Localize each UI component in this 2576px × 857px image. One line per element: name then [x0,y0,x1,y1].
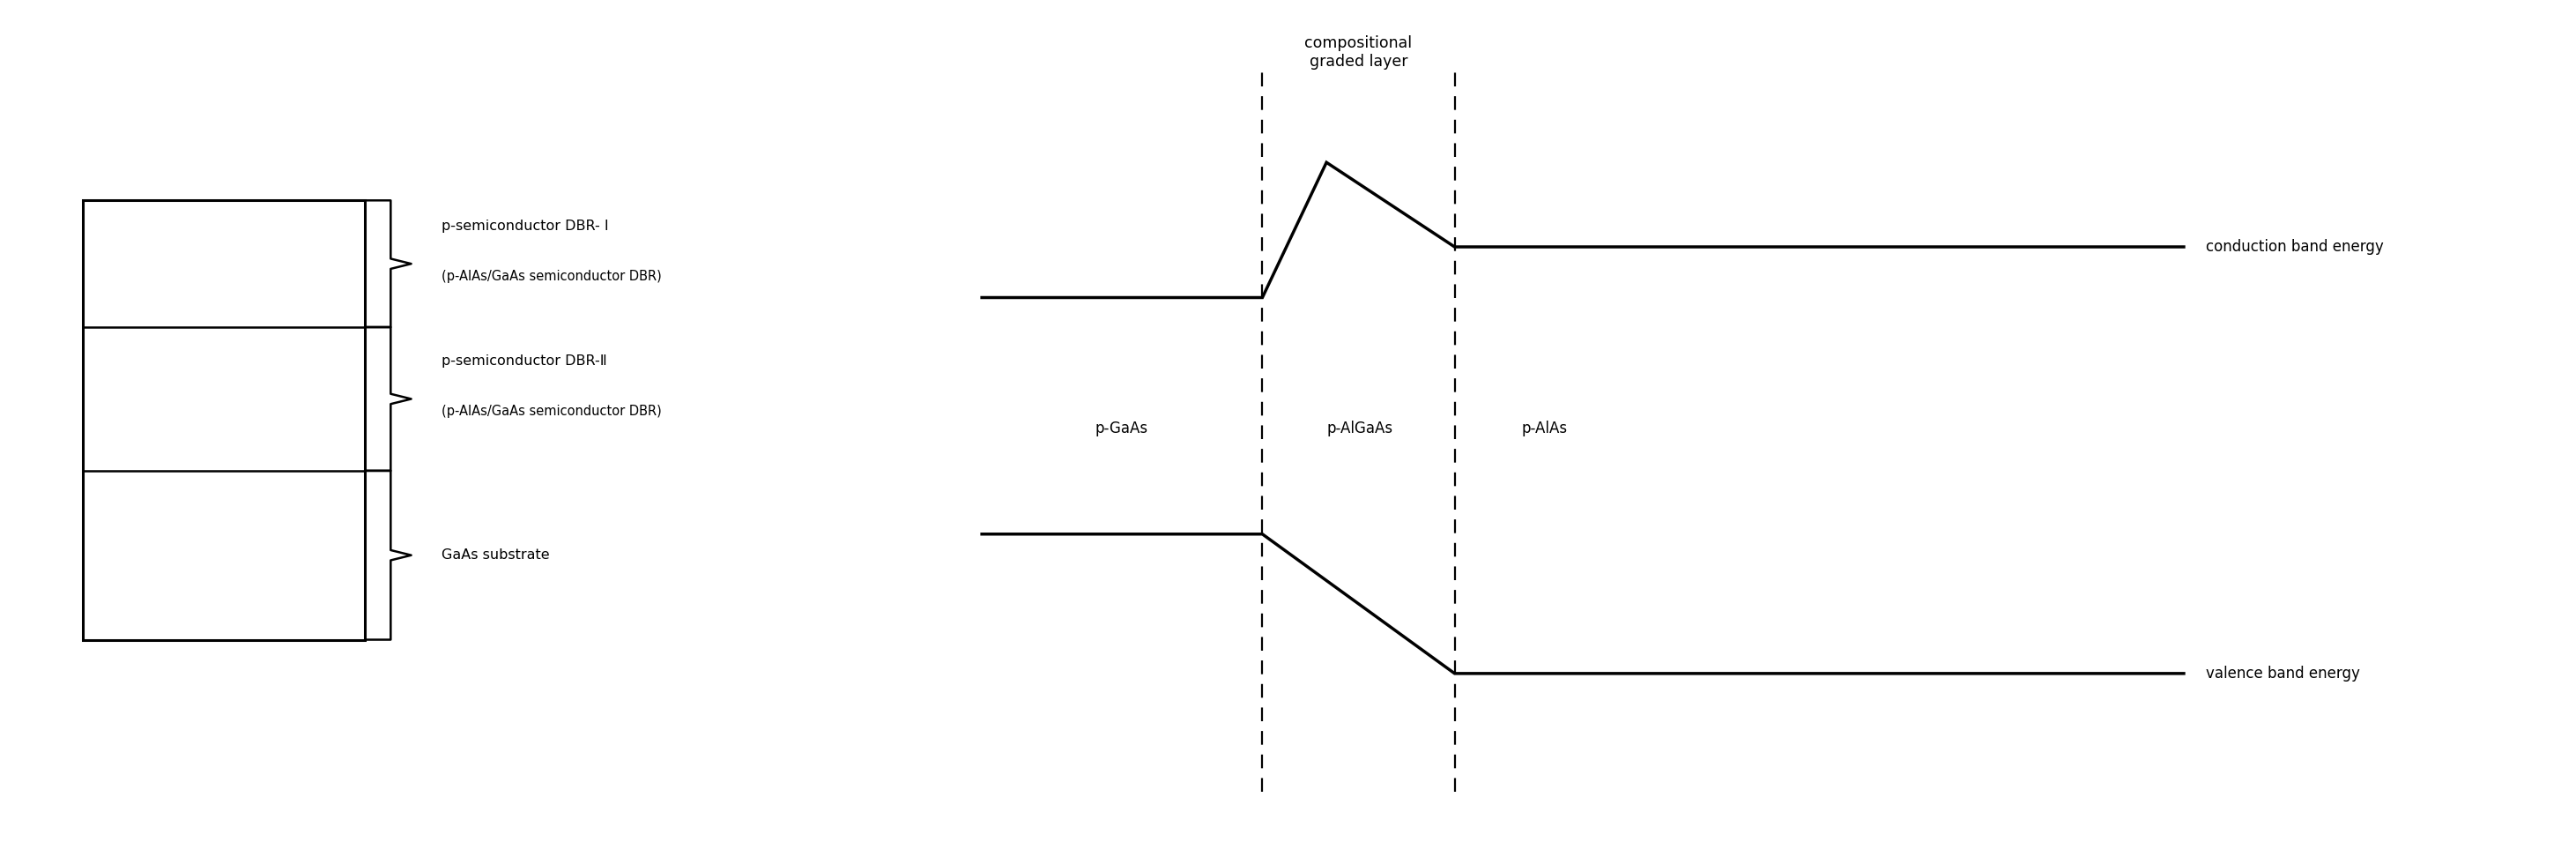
Bar [82,201,366,639]
Text: p-AlAs: p-AlAs [1522,421,1566,436]
Text: compositional
graded layer: compositional graded layer [1303,36,1412,70]
Text: (p-AlAs/GaAs semiconductor DBR): (p-AlAs/GaAs semiconductor DBR) [443,405,662,418]
Text: p-semiconductor DBR-Ⅱ: p-semiconductor DBR-Ⅱ [443,354,608,368]
Text: GaAs substrate: GaAs substrate [443,548,551,562]
Text: conduction band energy: conduction band energy [2205,239,2383,255]
Text: valence band energy: valence band energy [2205,666,2360,681]
Text: p-GaAs: p-GaAs [1095,421,1149,436]
Text: (p-AlAs/GaAs semiconductor DBR): (p-AlAs/GaAs semiconductor DBR) [443,270,662,283]
Text: p-semiconductor DBR- I: p-semiconductor DBR- I [443,219,608,232]
Text: p-AlGaAs: p-AlGaAs [1327,421,1394,436]
